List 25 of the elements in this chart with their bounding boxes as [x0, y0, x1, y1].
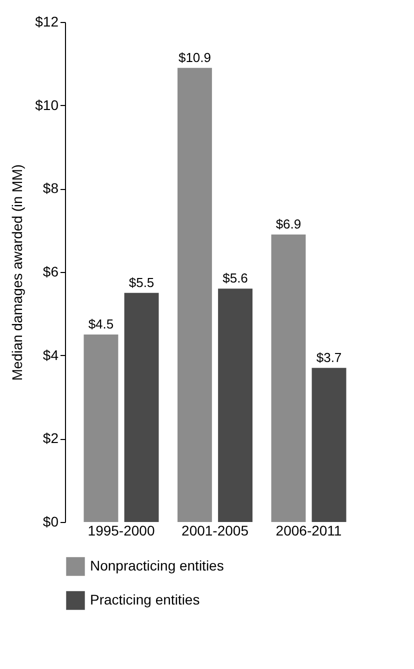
y-tick-label: $10 — [35, 96, 59, 113]
y-tick-label: $2 — [42, 430, 59, 446]
x-tick-label: 2001-2005 — [182, 522, 249, 538]
x-tick-label: 1995-2000 — [88, 522, 155, 538]
data-label: $10.9 — [178, 50, 212, 65]
y-tick-label: $12 — [35, 14, 59, 30]
data-label: $5.5 — [128, 274, 154, 290]
x-tick-label: 2006-2011 — [276, 522, 342, 538]
data-label: $4.5 — [88, 316, 114, 332]
data-label: $6.9 — [276, 216, 302, 232]
y-tick-label: $8 — [42, 180, 59, 196]
legend-label: Nonpracticing entities — [90, 558, 224, 574]
bar — [178, 68, 212, 522]
bar — [312, 368, 346, 522]
data-label: $3.7 — [316, 350, 342, 365]
y-tick-label: $6 — [42, 264, 59, 280]
legend-label: Practicing entities — [90, 592, 200, 608]
bar — [84, 334, 118, 522]
bar — [124, 292, 159, 522]
y-tick-label: $4 — [42, 346, 59, 363]
data-label: $5.6 — [222, 270, 248, 286]
bar — [218, 288, 252, 522]
bar — [271, 234, 306, 522]
y-axis-title: Median damages awarded (in MM) — [9, 164, 26, 381]
y-tick-label: $0 — [42, 514, 59, 530]
